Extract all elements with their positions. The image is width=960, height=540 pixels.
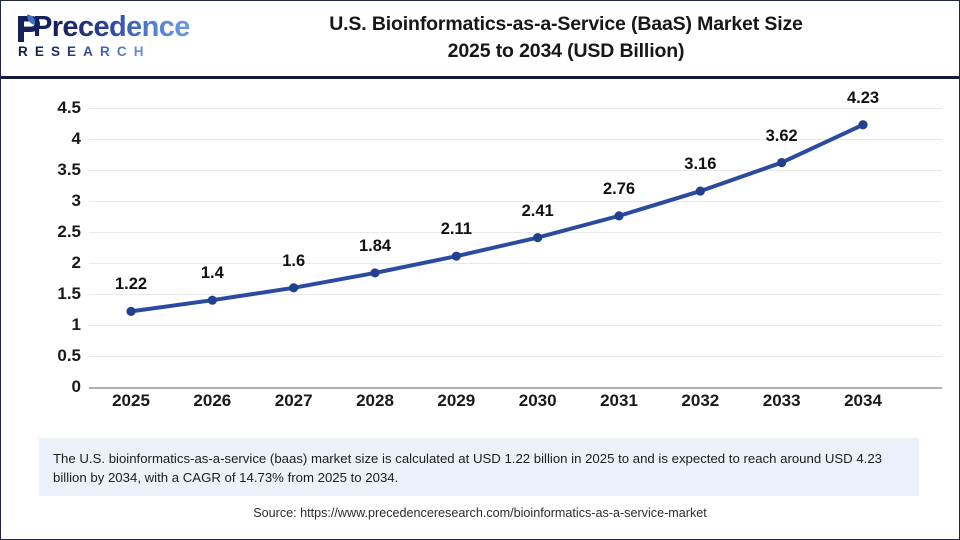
gridline <box>89 139 942 140</box>
data-point-label: 3.62 <box>765 126 798 145</box>
header: Precedence RESEARCH U.S. Bioinformatics-… <box>1 1 959 79</box>
data-point-marker <box>695 186 705 196</box>
page-title: U.S. Bioinformatics-as-a-Service (BaaS) … <box>186 11 946 65</box>
y-axis-tick-label: 1.5 <box>57 284 81 303</box>
data-point-label: 2.76 <box>602 179 636 198</box>
precedence-research-logo: Precedence RESEARCH <box>15 9 190 67</box>
data-point-marker <box>533 232 543 243</box>
caption-box: The U.S. bioinformatics-as-a-service (ba… <box>39 438 919 496</box>
y-axis-tick-label: 4 <box>71 129 81 148</box>
data-point-marker <box>451 251 461 261</box>
gridline <box>89 294 942 295</box>
gridline <box>89 170 942 171</box>
y-axis-tick-label: 3.5 <box>57 160 81 179</box>
x-axis-tick-label: 2033 <box>762 391 801 410</box>
title-line-2: 2025 to 2034 (USD Billion) <box>447 40 685 62</box>
y-axis-tick-label: 0 <box>71 377 81 396</box>
leaf-p-icon <box>18 14 40 42</box>
y-axis-tick-label: 0.5 <box>57 346 81 365</box>
data-point-label: 4.23 <box>846 88 880 107</box>
gridline <box>89 108 942 109</box>
x-axis-tick-label: 2026 <box>193 391 232 410</box>
data-point-label: 3.16 <box>684 155 717 174</box>
y-axis-tick-label: 2 <box>71 253 81 272</box>
y-axis-tick-label: 1 <box>71 315 81 334</box>
x-axis-tick-label: 2030 <box>518 391 557 410</box>
caption-text: The U.S. bioinformatics-as-a-service (ba… <box>53 451 883 485</box>
data-point-label: 1.6 <box>282 251 306 270</box>
x-axis-tick-label: 2029 <box>437 391 476 410</box>
logo-wordmark: Precedence <box>33 11 190 43</box>
y-axis-tick-label: 2.5 <box>57 222 81 241</box>
data-point-marker <box>777 157 787 168</box>
data-point-label: 1.84 <box>358 236 392 255</box>
logo-subtitle: RESEARCH <box>18 44 151 59</box>
y-axis-tick-label: 3 <box>71 191 81 210</box>
data-point-marker <box>289 283 299 293</box>
series-markers <box>126 120 868 316</box>
line-chart: 4.5 4 3.5 3 2.5 2 1.5 1 0.5 0 2025 2026 2027 2028 202… <box>1 79 959 427</box>
data-point-marker <box>614 211 624 221</box>
data-point-marker <box>858 120 868 130</box>
gridline <box>89 356 942 357</box>
title-line-1: U.S. Bioinformatics-as-a-Service (BaaS) … <box>329 13 803 35</box>
source-note: Source: https://www.precedenceresearch.c… <box>253 506 707 520</box>
x-axis-tick-label: 2034 <box>844 391 882 410</box>
x-axis-tick-label: 2031 <box>600 391 638 410</box>
series-polyline <box>129 122 865 314</box>
gridline <box>89 201 942 202</box>
y-axis-tick-label: 4.5 <box>57 98 81 117</box>
axis-baseline <box>89 387 942 389</box>
data-point-label: 2.11 <box>440 220 472 239</box>
gridline <box>89 263 942 264</box>
x-axis-tick-label: 2027 <box>274 391 313 410</box>
data-point-marker <box>126 306 136 316</box>
data-point-label: 1.4 <box>200 264 224 283</box>
series-line <box>126 120 868 316</box>
x-axis-tick-label: 2025 <box>112 391 150 410</box>
data-point-marker <box>207 295 217 305</box>
data-point-marker <box>370 268 380 278</box>
x-axis-tick-label: 2032 <box>681 391 720 410</box>
data-point-label: 2.41 <box>521 201 554 220</box>
x-axis-tick-label: 2028 <box>356 391 394 410</box>
gridline <box>89 325 942 326</box>
data-point-label: 1.22 <box>114 275 148 294</box>
gridline <box>89 232 942 233</box>
